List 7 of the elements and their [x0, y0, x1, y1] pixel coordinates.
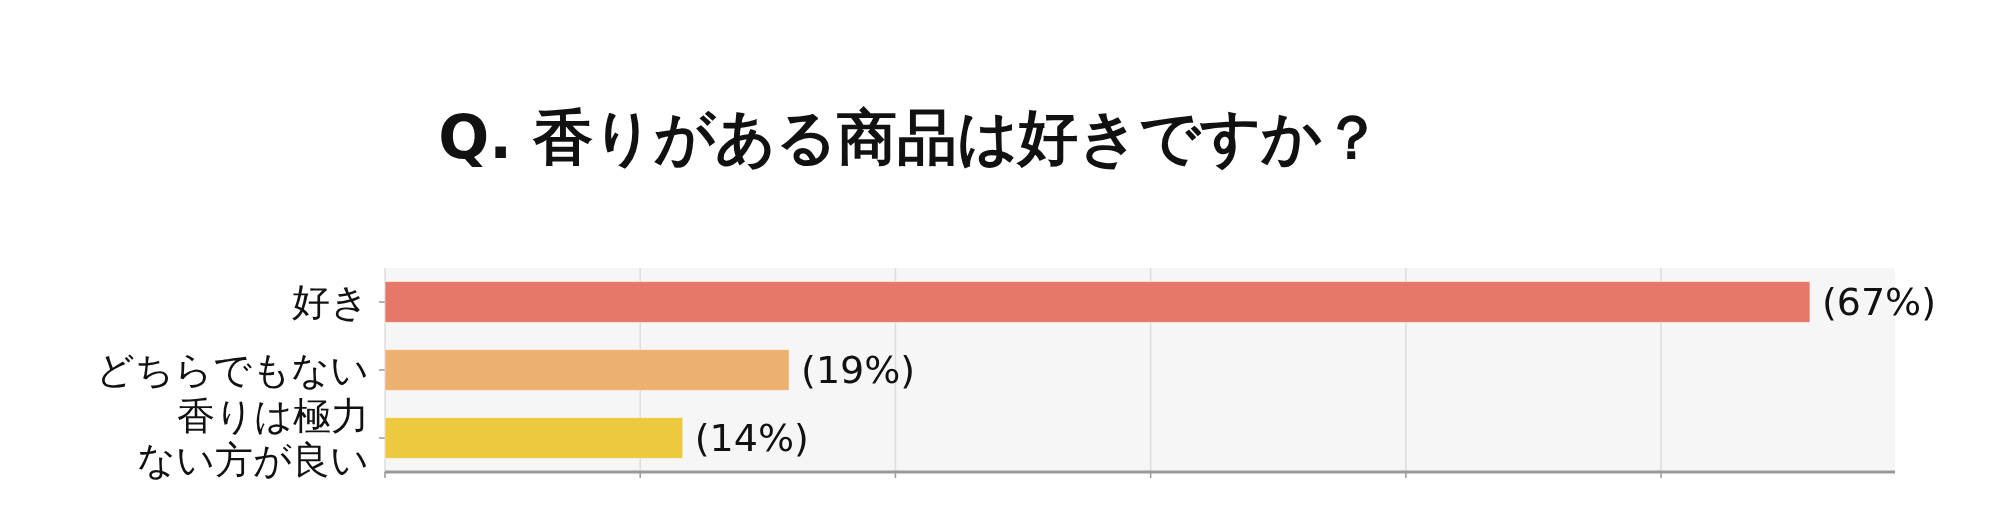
- y-tick-label: 好き: [292, 280, 369, 324]
- data-label: (67%): [1821, 280, 1937, 324]
- chart-title: Q. 香りがある商品は好きですか？: [438, 102, 1382, 172]
- data-label: (14%): [694, 416, 809, 460]
- y-tick-label: どちらでもない: [96, 348, 369, 392]
- data-label: (19%): [801, 348, 916, 392]
- y-tick-label: 香りは極力ない方が良い: [137, 394, 369, 482]
